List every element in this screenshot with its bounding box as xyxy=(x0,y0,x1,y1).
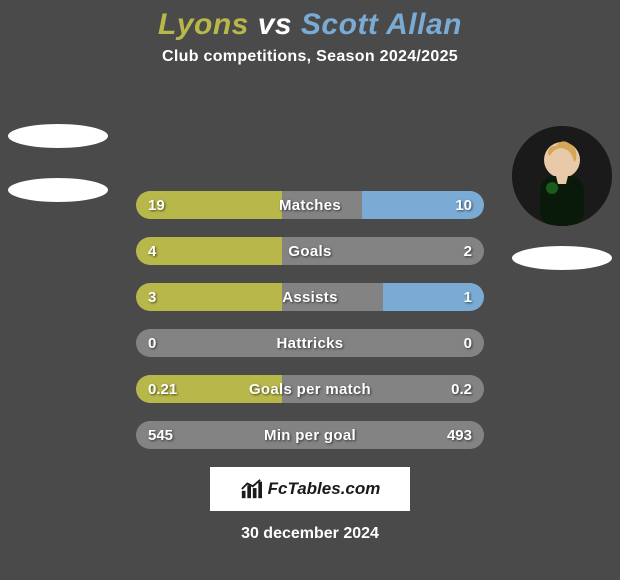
stat-label: Matches xyxy=(136,191,484,219)
stats-bars: Matches19 10 Goals4 2 Assists3 1 Hattricks0 0 Go… xyxy=(136,66,484,449)
chart-icon xyxy=(240,478,262,500)
comparison-title: Lyons vs Scott Allan xyxy=(0,0,620,42)
avatar-placeholder-ellipse xyxy=(8,124,108,148)
stat-row: Goals4 2 xyxy=(136,237,484,265)
vs-text: vs xyxy=(258,8,292,41)
stat-value-left: 0 xyxy=(148,329,156,357)
player2-avatar xyxy=(512,126,612,226)
player2-name: Scott Allan xyxy=(301,8,462,41)
stat-value-right: 10 xyxy=(455,191,472,219)
stat-row: Assists3 1 xyxy=(136,283,484,311)
player2-photo xyxy=(512,126,612,226)
player2-photo-svg xyxy=(512,126,612,226)
stat-label: Hattricks xyxy=(136,329,484,357)
stat-value-left: 545 xyxy=(148,421,173,449)
stat-label: Goals xyxy=(136,237,484,265)
stat-row: Matches19 10 xyxy=(136,191,484,219)
stat-value-right: 0.2 xyxy=(451,375,472,403)
stat-value-left: 3 xyxy=(148,283,156,311)
date-text: 30 december 2024 xyxy=(0,525,620,543)
avatar-shadow-ellipse xyxy=(512,246,612,270)
stat-value-left: 19 xyxy=(148,191,165,219)
stat-label: Assists xyxy=(136,283,484,311)
stat-label: Min per goal xyxy=(136,421,484,449)
footer-logo-text: FcTables.com xyxy=(268,479,381,499)
stat-row: Goals per match0.21 0.2 xyxy=(136,375,484,403)
player1-avatar xyxy=(8,124,108,224)
stat-value-right: 0 xyxy=(464,329,472,357)
stat-value-right: 493 xyxy=(447,421,472,449)
stat-value-right: 1 xyxy=(464,283,472,311)
footer-logo: FcTables.com xyxy=(210,467,410,511)
stat-label: Goals per match xyxy=(136,375,484,403)
stat-value-right: 2 xyxy=(464,237,472,265)
stat-row: Hattricks0 0 xyxy=(136,329,484,357)
stat-row: Min per goal545 493 xyxy=(136,421,484,449)
subtitle-text: Club competitions, Season 2024/2025 xyxy=(0,48,620,66)
avatar-shadow-ellipse xyxy=(8,178,108,202)
stat-value-left: 4 xyxy=(148,237,156,265)
stat-value-left: 0.21 xyxy=(148,375,177,403)
player1-name: Lyons xyxy=(158,8,249,41)
